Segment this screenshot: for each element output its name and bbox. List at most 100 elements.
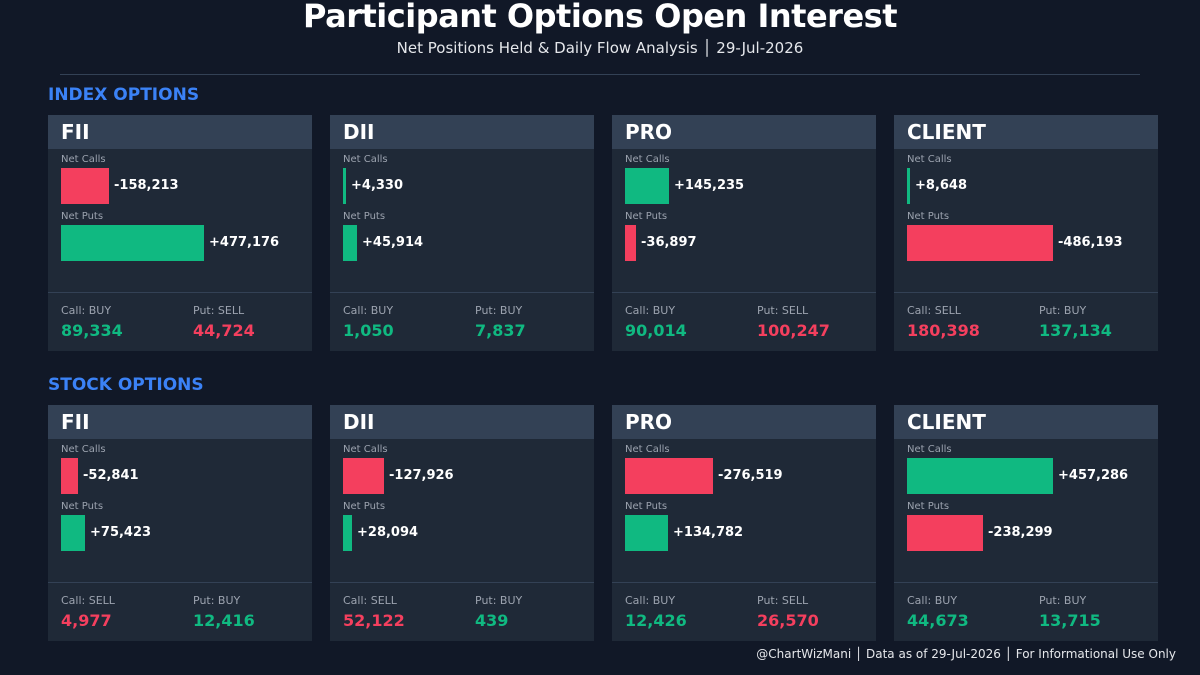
card-divider bbox=[48, 582, 312, 583]
call-flow-value: 52,122 bbox=[343, 611, 405, 630]
net-calls-label: Net Calls bbox=[343, 154, 388, 165]
participant-name: FII bbox=[61, 120, 90, 144]
put-flow-value: 12,416 bbox=[193, 611, 255, 630]
put-flow-value: 137,134 bbox=[1039, 321, 1112, 340]
put-flow-label: Put: SELL bbox=[757, 594, 809, 607]
net-puts-bar bbox=[907, 225, 1053, 261]
net-calls-label: Net Calls bbox=[61, 154, 106, 165]
participant-card-fii: FII Net Calls -52,841 Net Puts +75,423 Call: … bbox=[48, 405, 312, 641]
card-divider bbox=[330, 292, 594, 293]
participant-name: CLIENT bbox=[907, 120, 986, 144]
card-header: PRO bbox=[612, 405, 876, 439]
card-divider bbox=[612, 292, 876, 293]
section-title: INDEX OPTIONS bbox=[48, 85, 200, 105]
call-flow-label: Call: BUY bbox=[61, 304, 112, 317]
header-divider bbox=[60, 74, 1140, 75]
net-calls-value: -276,519 bbox=[718, 468, 783, 483]
net-calls-bar bbox=[61, 168, 109, 204]
participant-name: FII bbox=[61, 410, 90, 434]
net-puts-value: +477,176 bbox=[209, 235, 280, 250]
net-puts-bar bbox=[343, 225, 357, 261]
net-puts-label: Net Puts bbox=[625, 501, 668, 512]
participant-card-fii: FII Net Calls -158,213 Net Puts +477,176 Call… bbox=[48, 115, 312, 351]
net-puts-label: Net Puts bbox=[625, 211, 668, 222]
card-divider bbox=[48, 292, 312, 293]
call-flow-value: 89,334 bbox=[61, 321, 123, 340]
net-puts-value: -238,299 bbox=[988, 525, 1053, 540]
card-header: DII bbox=[330, 115, 594, 149]
put-flow-value: 26,570 bbox=[757, 611, 819, 630]
put-flow-label: Put: BUY bbox=[1039, 304, 1087, 317]
call-flow-label: Call: BUY bbox=[907, 594, 958, 607]
call-flow-label: Call: SELL bbox=[343, 594, 397, 607]
net-puts-bar bbox=[625, 515, 668, 551]
net-puts-bar bbox=[61, 225, 204, 261]
participant-name: PRO bbox=[625, 120, 673, 144]
net-puts-label: Net Puts bbox=[343, 501, 386, 512]
participant-card-client: CLIENT Net Calls +8,648 Net Puts -486,193 Cal… bbox=[894, 115, 1158, 351]
net-calls-bar bbox=[907, 458, 1053, 494]
net-puts-bar bbox=[907, 515, 983, 551]
card-divider bbox=[612, 582, 876, 583]
net-calls-value: +145,235 bbox=[674, 178, 745, 193]
net-puts-value: -36,897 bbox=[641, 235, 697, 250]
net-puts-bar bbox=[61, 515, 85, 551]
net-puts-label: Net Puts bbox=[343, 211, 386, 222]
net-calls-label: Net Calls bbox=[343, 444, 388, 455]
participant-name: DII bbox=[343, 410, 375, 434]
put-flow-label: Put: SELL bbox=[757, 304, 809, 317]
card-header: FII bbox=[48, 115, 312, 149]
call-flow-value: 1,050 bbox=[343, 321, 394, 340]
call-flow-value: 90,014 bbox=[625, 321, 687, 340]
net-calls-label: Net Calls bbox=[907, 444, 952, 455]
net-calls-label: Net Calls bbox=[907, 154, 952, 165]
net-calls-bar bbox=[907, 168, 910, 204]
call-flow-value: 180,398 bbox=[907, 321, 980, 340]
net-calls-value: +457,286 bbox=[1058, 468, 1129, 483]
net-calls-value: -127,926 bbox=[389, 468, 454, 483]
net-calls-bar bbox=[343, 458, 384, 494]
call-flow-label: Call: BUY bbox=[343, 304, 394, 317]
net-calls-label: Net Calls bbox=[61, 444, 106, 455]
put-flow-label: Put: BUY bbox=[1039, 594, 1087, 607]
put-flow-value: 439 bbox=[475, 611, 509, 630]
participant-card-dii: DII Net Calls -127,926 Net Puts +28,094 Call:… bbox=[330, 405, 594, 641]
participant-name: PRO bbox=[625, 410, 673, 434]
call-flow-value: 44,673 bbox=[907, 611, 969, 630]
participant-name: DII bbox=[343, 120, 375, 144]
call-flow-value: 12,426 bbox=[625, 611, 687, 630]
section-title: STOCK OPTIONS bbox=[48, 375, 204, 395]
put-flow-label: Put: SELL bbox=[193, 304, 245, 317]
net-puts-label: Net Puts bbox=[907, 501, 950, 512]
call-flow-label: Call: BUY bbox=[625, 594, 676, 607]
net-puts-value: -486,193 bbox=[1058, 235, 1123, 250]
net-calls-value: -52,841 bbox=[83, 468, 139, 483]
net-calls-label: Net Calls bbox=[625, 444, 670, 455]
put-flow-label: Put: BUY bbox=[193, 594, 241, 607]
net-calls-value: -158,213 bbox=[114, 178, 179, 193]
put-flow-value: 100,247 bbox=[757, 321, 830, 340]
net-puts-bar bbox=[343, 515, 352, 551]
put-flow-value: 7,837 bbox=[475, 321, 526, 340]
net-puts-value: +28,094 bbox=[357, 525, 419, 540]
participant-card-client: CLIENT Net Calls +457,286 Net Puts -238,299 C… bbox=[894, 405, 1158, 641]
net-puts-label: Net Puts bbox=[907, 211, 950, 222]
net-puts-label: Net Puts bbox=[61, 501, 104, 512]
net-calls-bar bbox=[343, 168, 346, 204]
net-puts-bar bbox=[625, 225, 636, 261]
card-divider bbox=[894, 582, 1158, 583]
net-calls-value: +8,648 bbox=[915, 178, 968, 193]
participant-card-pro: PRO Net Calls -276,519 Net Puts +134,782 Call… bbox=[612, 405, 876, 641]
call-flow-label: Call: BUY bbox=[625, 304, 676, 317]
call-flow-label: Call: SELL bbox=[61, 594, 115, 607]
participant-card-dii: DII Net Calls +4,330 Net Puts +45,914 Call: B… bbox=[330, 115, 594, 351]
card-header: DII bbox=[330, 405, 594, 439]
card-header: PRO bbox=[612, 115, 876, 149]
put-flow-label: Put: BUY bbox=[475, 594, 523, 607]
put-flow-value: 13,715 bbox=[1039, 611, 1101, 630]
card-header: CLIENT bbox=[894, 405, 1158, 439]
put-flow-value: 44,724 bbox=[193, 321, 255, 340]
put-flow-label: Put: BUY bbox=[475, 304, 523, 317]
net-puts-label: Net Puts bbox=[61, 211, 104, 222]
net-puts-value: +75,423 bbox=[90, 525, 152, 540]
